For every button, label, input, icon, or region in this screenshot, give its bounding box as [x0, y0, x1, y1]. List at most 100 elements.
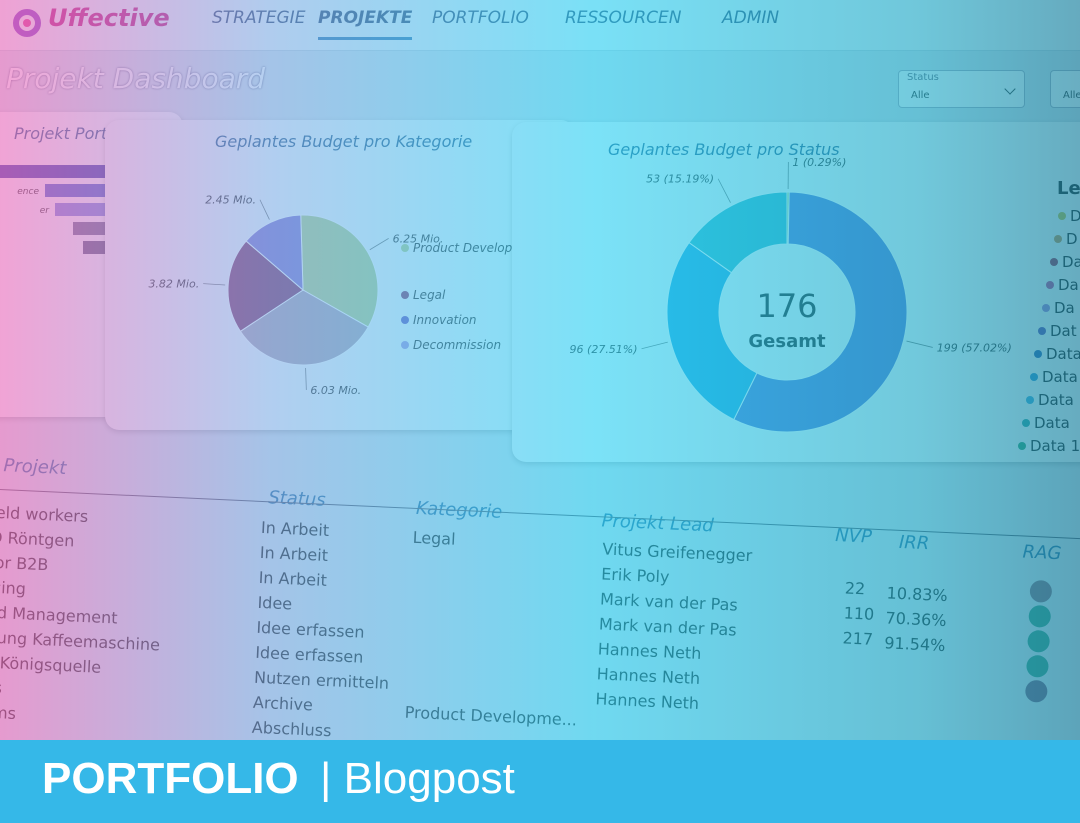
leader-line: [305, 367, 307, 390]
bar-label: er: [40, 206, 51, 216]
rag-indicator: [1025, 654, 1049, 678]
filter-value: Alle: [1063, 90, 1080, 101]
table-cell: Mark van der Pas: [598, 614, 738, 640]
legend-label: Data 1: [1026, 460, 1076, 462]
table-cell: oms: [0, 702, 17, 723]
table-cell: In Arbeit: [258, 567, 328, 590]
table-cell: for B2B: [0, 552, 49, 575]
leader-line: [203, 283, 226, 286]
table-cell: ield workers: [0, 502, 89, 527]
nav-item[interactable]: ADMIN: [722, 8, 780, 28]
legend-label: Data: [1046, 345, 1080, 363]
legend-dot: [1058, 212, 1066, 220]
nav-item[interactable]: RESSOURCEN: [565, 8, 682, 28]
total-value: 176: [756, 287, 817, 325]
table-cell: nd Management: [0, 602, 118, 628]
legend-dot: [1018, 442, 1026, 450]
legend-dot: [1026, 396, 1034, 404]
table-cell: Hannes Neth: [597, 639, 702, 664]
rag-indicator: [1027, 629, 1051, 653]
table-cell: Abschluss: [251, 717, 332, 740]
logo[interactable]: Uffective: [48, 4, 170, 32]
legend-dot: [1046, 281, 1054, 289]
legend-label: Product Develop...: [413, 241, 524, 255]
table-cell: 70.36%: [885, 608, 947, 631]
table-cell: 217: [842, 628, 874, 649]
legend-label: Dat: [1050, 322, 1077, 340]
leader-line: [641, 341, 668, 350]
legend-label: Data: [1034, 414, 1070, 432]
table-cell: Vitus Greifenegger: [601, 539, 753, 566]
legend-label: Legal: [413, 288, 446, 302]
banner: PORTFOLIO | Blogpost: [0, 740, 1080, 823]
table-cell: ds: [0, 677, 3, 698]
filter[interactable]: Alle: [1050, 70, 1080, 108]
legend-label: Data: [1038, 391, 1074, 409]
table-cell: Product Developme...: [404, 702, 578, 730]
legend-dot: [1038, 327, 1046, 335]
nav-item[interactable]: PORTFOLIO: [432, 8, 529, 28]
table-cell: n Königsquelle: [0, 653, 102, 677]
leader-line: [906, 340, 933, 348]
leader-line: [717, 178, 731, 203]
table-cell: In Arbeit: [260, 517, 330, 540]
slice: [666, 241, 758, 421]
table-cell: Nutzen ermitteln: [253, 667, 390, 693]
nav-item[interactable]: PROJEKTE: [318, 8, 413, 40]
slice-label: 1 (0.29%): [792, 156, 846, 169]
top-bar: Uffective STRATEGIE PROJEKTE PORTFOLIO RESS…: [0, 0, 1080, 51]
filter-value: Alle: [911, 90, 930, 101]
legend-title: Le: [1057, 178, 1080, 199]
slice-label: 6.03 Mio.: [310, 384, 361, 397]
leader-line: [369, 238, 389, 251]
table-cell: Idee erfassen: [256, 617, 365, 642]
table-cell: 91.54%: [883, 633, 946, 656]
column-header[interactable]: Status: [267, 487, 327, 511]
category-panel: Geplantes Budget pro Kategorie 6.25 Mio.…: [105, 120, 575, 430]
table-cell: 10.83%: [886, 583, 949, 606]
legend-dot: [1034, 350, 1042, 358]
slice-label: 199 (57.02%): [937, 341, 1012, 354]
table-cell: Hannes Neth: [596, 664, 701, 688]
slice-label: 53 (15.19%): [646, 173, 714, 186]
legend-label: D: [1066, 230, 1078, 248]
logo-icon: [13, 9, 41, 37]
legend-label: Da: [1062, 253, 1080, 271]
column-header[interactable]: IRR: [898, 531, 930, 555]
legend-dot: [1054, 235, 1062, 243]
table-cell: 110: [843, 603, 875, 624]
leader-line: [259, 199, 270, 220]
table-cell: D Röntgen: [0, 527, 75, 551]
nav-item[interactable]: STRATEGIE: [212, 8, 306, 28]
table-cell: Idee: [257, 592, 293, 614]
legend-dot: [1022, 419, 1030, 427]
table-cell: ffung Kaffeemaschine: [0, 627, 161, 655]
table-cell: 22: [844, 578, 866, 599]
rag-indicator: [1024, 679, 1048, 703]
filter[interactable]: Status Alle: [898, 70, 1025, 108]
column-header[interactable]: RAG: [1022, 541, 1062, 565]
table-cell: Archive: [252, 692, 314, 715]
legend-label: D: [1070, 207, 1080, 225]
table-cell: In Arbeit: [259, 542, 329, 565]
category-chart: 6.25 Mio.6.03 Mio.3.82 Mio.2.45 Mio.Prod…: [148, 194, 524, 397]
column-header[interactable]: Projekt Lead: [601, 510, 715, 537]
banner-label: | Blogpost: [320, 754, 515, 803]
legend-label: Innovation: [413, 313, 477, 327]
table-cell: Mark van der Pas: [599, 589, 739, 615]
slice-label: 3.82 Mio.: [148, 278, 199, 291]
dashboard: Uffective STRATEGIE PROJEKTE PORTFOLIO RESS…: [0, 0, 1080, 740]
legend-dot: [401, 244, 409, 252]
column-header[interactable]: Projekt: [3, 455, 67, 480]
banner-category[interactable]: PORTFOLIO: [42, 754, 299, 803]
legend-label: Decommission: [413, 338, 501, 352]
legend-dot: [401, 316, 409, 324]
legend-label: Da: [1054, 299, 1075, 317]
legend-label: Da: [1058, 276, 1079, 294]
legend-dot: [1030, 373, 1038, 381]
slice-label: 2.45 Mio.: [205, 194, 256, 207]
table-cell: Erik Poly: [600, 564, 670, 587]
rag-indicator: [1029, 579, 1053, 603]
status-panel: Geplantes Budget pro Status 1 (0.29%) 199…: [512, 122, 1080, 462]
